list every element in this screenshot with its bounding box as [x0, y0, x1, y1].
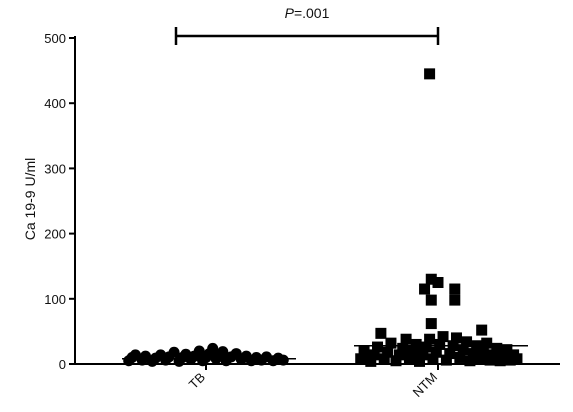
data-point-ntm-34 — [444, 348, 456, 360]
data-point-ntm-12 — [365, 355, 377, 367]
x-tick-label-tb: TB — [186, 370, 208, 392]
data-point-tb-10 — [168, 346, 180, 358]
y-axis-title: Ca 19-9 U/ml — [22, 158, 38, 240]
data-point-ntm-4 — [449, 283, 461, 295]
data-point-ntm-21 — [400, 333, 412, 345]
data-point-tb-20 — [207, 342, 219, 354]
significance-annotation: P=.001 — [285, 5, 330, 21]
data-point-ntm-43 — [474, 353, 486, 365]
data-point-ntm-5 — [425, 294, 437, 306]
data-point-ntm-16 — [382, 346, 394, 358]
data-point-ntm-25 — [414, 355, 426, 367]
data-point-ntm-18 — [390, 355, 402, 367]
data-point-ntm-2 — [432, 277, 444, 288]
y-tick-label-0: 0 — [59, 357, 66, 372]
x-tick-label-ntm: NTM — [410, 370, 441, 401]
data-point-ntm-39 — [461, 336, 473, 348]
data-point-ntm-9 — [375, 327, 387, 339]
data-point-ntm-33 — [440, 354, 452, 366]
data-point-ntm-44 — [477, 345, 489, 357]
data-point-ntm-47 — [487, 349, 499, 361]
data-point-ntm-6 — [449, 294, 461, 306]
data-point-ntm-26 — [417, 349, 429, 361]
data-point-ntm-11 — [358, 345, 370, 357]
p-value-prefix: P — [285, 5, 295, 21]
data-point-ntm-29 — [427, 353, 439, 365]
data-point-ntm-17 — [385, 337, 397, 349]
data-point-tb-35 — [277, 354, 289, 366]
y-tick-label-500: 500 — [44, 31, 66, 46]
data-point-ntm-51 — [501, 344, 513, 356]
data-point-ntm-45 — [481, 337, 493, 349]
data-point-ntm-20 — [397, 342, 409, 354]
p-value-suffix: =.001 — [294, 5, 330, 21]
data-point-ntm-41 — [467, 348, 479, 360]
y-tick-label-100: 100 — [44, 292, 66, 307]
data-point-ntm-7 — [425, 318, 437, 330]
data-point-tb-23 — [217, 346, 229, 358]
data-point-ntm-28 — [424, 333, 436, 345]
data-point-ntm-3 — [419, 283, 431, 295]
data-point-ntm-37 — [454, 351, 466, 363]
data-point-ntm-50 — [498, 350, 510, 362]
y-tick-label-200: 200 — [44, 227, 66, 242]
data-point-ntm-36 — [450, 332, 462, 344]
data-point-ntm-10 — [355, 353, 367, 365]
data-point-ntm-23 — [407, 345, 419, 357]
data-point-ntm-31 — [434, 338, 446, 350]
plot-layer: 0 100 200 300 400 500 TB NTM — [44, 27, 560, 400]
data-point-ntm-14 — [372, 341, 384, 353]
y-tick-label-300: 300 — [44, 161, 66, 176]
data-point-ntm-38 — [457, 344, 469, 356]
data-point-ntm-40 — [464, 355, 476, 367]
y-tick-label-400: 400 — [44, 96, 66, 111]
data-point-ntm-27 — [420, 341, 432, 353]
data-point-ntm-30 — [430, 346, 442, 358]
data-point-ntm-15 — [378, 353, 390, 365]
data-point-ntm-1 — [425, 273, 437, 285]
data-point-ntm-32 — [437, 331, 449, 343]
data-point-ntm-8 — [476, 324, 488, 336]
data-point-ntm-54 — [511, 353, 523, 365]
data-point-ntm-0 — [424, 68, 436, 80]
data-point-ntm-48 — [491, 342, 503, 354]
data-point-ntm-19 — [393, 349, 405, 361]
data-point-ntm-24 — [410, 338, 422, 350]
data-point-ntm-22 — [403, 352, 415, 364]
p-value-label: P=.001 — [285, 5, 330, 21]
data-point-ntm-13 — [368, 349, 380, 361]
y-axis-label: Ca 19-9 U/ml — [22, 158, 38, 240]
